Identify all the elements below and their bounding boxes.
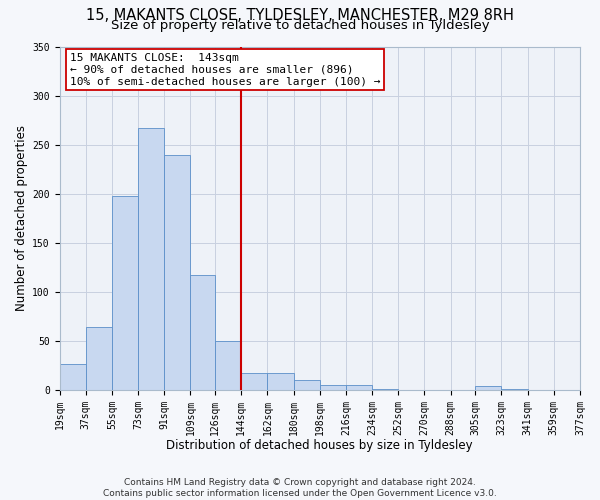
Bar (293, 380, 320, 390)
Bar (215, 341, 241, 390)
Bar (112, 196, 138, 390)
Bar (320, 386, 346, 390)
Bar (138, 128, 164, 390)
Bar (86, 326, 112, 390)
X-axis label: Distribution of detached houses by size in Tyldesley: Distribution of detached houses by size … (166, 440, 473, 452)
Bar (475, 386, 502, 390)
Bar (241, 372, 268, 390)
Bar (268, 372, 293, 390)
Text: Contains HM Land Registry data © Crown copyright and database right 2024.
Contai: Contains HM Land Registry data © Crown c… (103, 478, 497, 498)
Text: 15 MAKANTS CLOSE:  143sqm
← 90% of detached houses are smaller (896)
10% of semi: 15 MAKANTS CLOSE: 143sqm ← 90% of detach… (70, 54, 380, 86)
Bar (59, 364, 86, 390)
Bar (346, 386, 372, 390)
Text: Size of property relative to detached houses in Tyldesley: Size of property relative to detached ho… (110, 18, 490, 32)
Bar (190, 276, 215, 390)
Y-axis label: Number of detached properties: Number of detached properties (15, 126, 28, 312)
Bar (164, 154, 190, 390)
Text: 15, MAKANTS CLOSE, TYLDESLEY, MANCHESTER, M29 8RH: 15, MAKANTS CLOSE, TYLDESLEY, MANCHESTER… (86, 8, 514, 22)
